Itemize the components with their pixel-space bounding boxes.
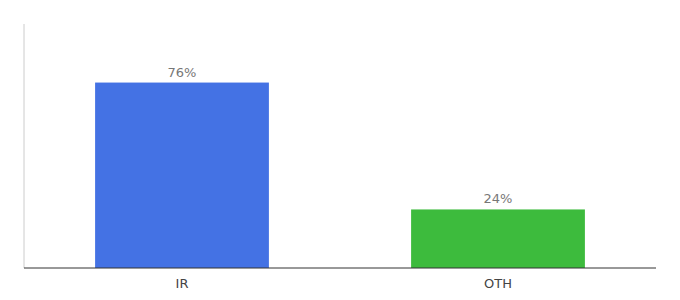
- labels: 76% IR 24% OTH: [168, 65, 513, 291]
- data-label: 24%: [484, 191, 513, 206]
- bars: [95, 83, 585, 268]
- y-axis-line: [24, 24, 25, 268]
- x-tick-label: OTH: [484, 276, 512, 291]
- chart-container: 76% IR 24% OTH: [0, 0, 680, 300]
- bar: [95, 83, 269, 268]
- x-tick-label: IR: [176, 276, 189, 291]
- x-axis-line: [24, 268, 656, 269]
- bar: [411, 209, 585, 268]
- chart-svg: 76% IR 24% OTH: [0, 0, 680, 300]
- data-label: 76%: [168, 65, 197, 80]
